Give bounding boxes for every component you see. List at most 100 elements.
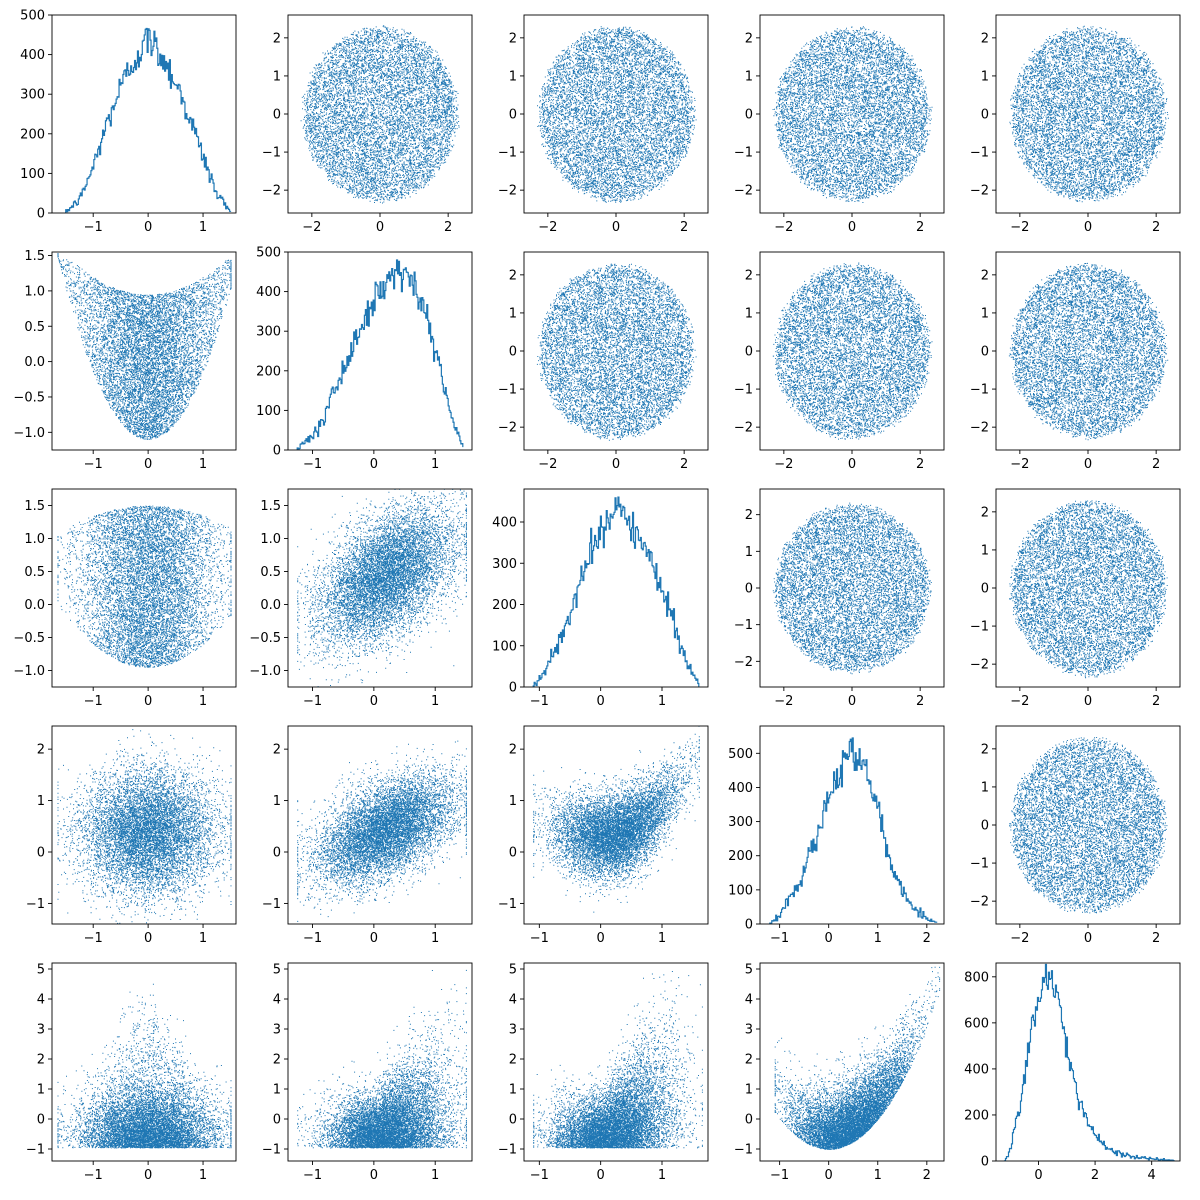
y-tick-label-r1c1: 0 [273,444,281,459]
y-tick-label-r3c3: 100 [728,883,753,898]
y-tick-label-r3c1: 1 [273,794,281,809]
y-tick-label-r4c1: 0 [273,1113,281,1128]
y-tick-label-r4c4: 400 [964,1062,989,1077]
y-tick-label-r4c3: 5 [745,963,753,978]
x-tick-label-r0c3: 2 [916,220,924,235]
x-tick-label-r0c2: 0 [612,220,620,235]
y-tick-label-r3c0: 1 [37,794,45,809]
x-tick-label-r2c1: 1 [431,694,439,709]
y-tick-label-r4c1: 5 [273,963,281,978]
y-tick-label-r1c0: −1.0 [13,426,45,441]
y-tick-label-r1c2: 1 [509,306,517,321]
y-tick-label-r2c0: 1.5 [24,499,45,514]
y-tick-label-r4c3: 3 [745,1023,753,1038]
x-tick-label-r2c2: 0 [597,694,605,709]
y-tick-label-r4c2: 1 [509,1083,517,1098]
y-tick-label-r4c4: 600 [964,1016,989,1031]
y-tick-label-r4c4: 0 [981,1155,989,1170]
x-tick-label-r0c2: −2 [538,220,557,235]
y-tick-label-r4c3: 4 [745,993,753,1008]
y-tick-label-r2c3: −1 [734,618,753,633]
y-tick-label-r4c2: 0 [509,1113,517,1128]
y-tick-label-r2c1: −1.0 [249,664,281,679]
x-tick-label-r4c2: −1 [530,1168,549,1183]
y-tick-label-r4c0: 4 [37,993,45,1008]
y-tick-label-r3c4: −2 [970,895,989,910]
y-tick-label-r0c3: −1 [734,146,753,161]
y-tick-label-r2c3: 0 [745,582,753,597]
x-tick-label-r0c3: 0 [848,220,856,235]
y-tick-label-r3c0: 2 [37,743,45,758]
y-tick-label-r1c0: 0.0 [24,355,45,370]
x-tick-label-r4c3: −1 [770,1168,789,1183]
x-tick-label-r1c0: −1 [84,457,103,472]
y-tick-label-r2c2: 300 [492,557,517,572]
y-tick-label-r3c3: 400 [728,781,753,796]
y-tick-label-r1c3: −2 [734,421,753,436]
x-tick-label-r0c4: −2 [1010,220,1029,235]
x-tick-label-r3c1: −1 [303,931,322,946]
x-tick-label-r1c1: 1 [431,457,439,472]
y-tick-label-r3c0: 0 [37,846,45,861]
y-tick-label-r1c3: 0 [745,345,753,360]
x-tick-label-r2c0: 0 [144,694,152,709]
y-tick-label-r0c2: 0 [509,108,517,123]
y-tick-label-r2c0: 1.0 [24,532,45,547]
y-tick-label-r0c1: −2 [262,184,281,199]
x-tick-label-r3c0: 1 [199,931,207,946]
y-tick-label-r4c1: 1 [273,1083,281,1098]
x-tick-label-r0c0: 1 [199,220,207,235]
y-tick-label-r3c0: −1 [26,897,45,912]
x-tick-label-r1c2: −2 [538,457,557,472]
x-tick-label-r3c2: 0 [597,931,605,946]
y-tick-label-r1c0: 1.0 [24,284,45,299]
x-tick-label-r3c4: 0 [1084,931,1092,946]
y-tick-label-r0c2: −2 [498,184,517,199]
x-tick-label-r4c0: −1 [84,1168,103,1183]
x-tick-label-r4c1: 1 [431,1168,439,1183]
y-tick-label-r3c1: 0 [273,846,281,861]
y-tick-label-r4c2: 3 [509,1023,517,1038]
y-tick-label-r3c3: 0 [745,918,753,933]
y-tick-label-r3c1: −1 [262,897,281,912]
x-tick-label-r1c2: 0 [612,457,620,472]
y-tick-label-r3c2: 0 [509,846,517,861]
x-tick-label-r3c1: 1 [431,931,439,946]
y-tick-label-r0c4: 0 [981,108,989,123]
y-tick-label-r1c4: 0 [981,345,989,360]
y-tick-label-r4c4: 800 [964,970,989,985]
y-tick-label-r1c3: 1 [745,306,753,321]
x-tick-label-r1c4: −2 [1010,457,1029,472]
x-tick-label-r3c2: −1 [530,931,549,946]
x-tick-label-r3c4: −2 [1010,931,1029,946]
y-tick-label-r3c3: 300 [728,815,753,830]
x-tick-label-r1c4: 2 [1152,457,1160,472]
y-tick-label-r4c2: 2 [509,1053,517,1068]
y-tick-label-r1c0: 1.5 [24,249,45,264]
y-tick-label-r0c1: 0 [273,108,281,123]
x-tick-label-r3c0: −1 [84,931,103,946]
y-tick-label-r4c0: 0 [37,1113,45,1128]
x-tick-label-r2c4: 0 [1084,694,1092,709]
y-tick-label-r3c4: −1 [970,857,989,872]
y-tick-label-r4c4: 200 [964,1108,989,1123]
y-tick-label-r0c2: −1 [498,146,517,161]
y-tick-label-r1c3: −1 [734,383,753,398]
y-tick-label-r0c1: −1 [262,146,281,161]
x-tick-label-r1c2: 2 [680,457,688,472]
x-tick-label-r4c0: 0 [144,1168,152,1183]
x-tick-label-r2c1: 0 [370,694,378,709]
y-tick-label-r1c4: −2 [970,421,989,436]
y-tick-label-r0c0: 0 [37,207,45,222]
y-tick-label-r2c2: 100 [492,639,517,654]
y-tick-label-r0c2: 1 [509,69,517,84]
y-tick-label-r4c1: −1 [262,1143,281,1158]
y-tick-label-r2c1: −0.5 [249,631,281,646]
y-tick-label-r0c2: 2 [509,31,517,46]
x-tick-label-r3c3: 0 [825,931,833,946]
y-tick-label-r1c1: 200 [256,364,281,379]
y-tick-label-r1c1: 500 [256,246,281,261]
y-tick-label-r1c0: 0.5 [24,320,45,335]
y-tick-label-r4c2: −1 [498,1143,517,1158]
